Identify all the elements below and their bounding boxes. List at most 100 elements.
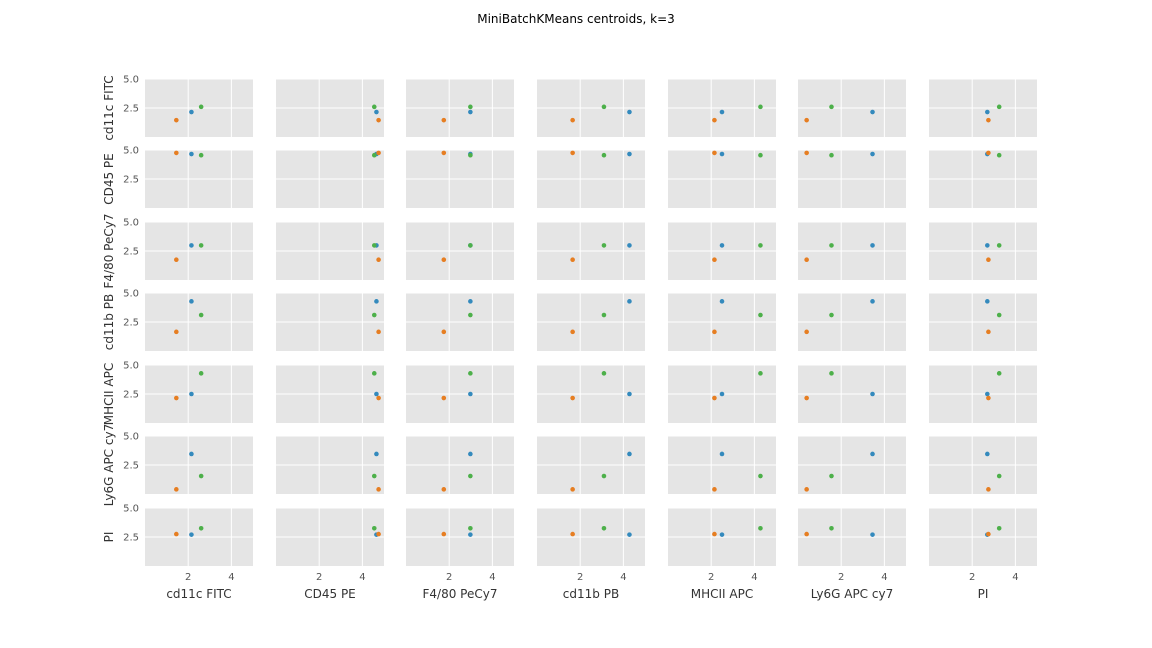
centroid-point-3 xyxy=(996,243,1002,248)
x-axis-label-cd11b-pb: cd11b PB xyxy=(563,587,619,601)
centroid-point-3 xyxy=(829,473,834,479)
panel-mhcii-apc-vs-cd11c-fitc: 2.5 5.0 xyxy=(123,361,253,423)
centroid-point-3 xyxy=(996,371,1002,376)
centroid-point-3 xyxy=(758,152,763,158)
centroid-point-1 xyxy=(189,299,194,304)
panel-cd11b-pb-vs-ly6g-apc-cy7 xyxy=(798,292,906,351)
panel-cd11c-fitc-vs-cd11c-fitc: 2.5 5.0 xyxy=(123,75,253,137)
panel-mhcii-apc-vs-mhcii-apc xyxy=(668,364,776,423)
panel-cd11b-pb-vs-cd11b-pb xyxy=(537,292,645,351)
panel-mhcii-apc-vs-ly6g-apc-cy7 xyxy=(798,364,906,423)
pair-plot-grid: 2.5 5.0 2.5 5.0 2.5 5.0 2.5 5.0 2.5 5.0 2.5 5.0 2.5 5… xyxy=(123,75,1037,583)
x-tick-label: 2 xyxy=(446,572,452,583)
centroid-point-1 xyxy=(468,299,473,304)
centroid-point-2 xyxy=(804,117,809,123)
panel-pi-vs-cd11c-fitc: 2.5 5.0 2 4 xyxy=(123,504,253,583)
centroid-point-2 xyxy=(712,395,717,401)
centroid-point-1 xyxy=(870,451,875,457)
y-axis-label-cd11b-pb: cd11b PB xyxy=(102,294,116,350)
centroid-point-1 xyxy=(719,109,725,115)
centroid-point-3 xyxy=(758,312,763,318)
centroid-point-2 xyxy=(804,329,809,335)
centroid-point-3 xyxy=(198,526,204,531)
centroid-point-2 xyxy=(712,150,717,156)
centroid-point-2 xyxy=(174,531,179,537)
x-tick-label: 4 xyxy=(489,572,495,583)
centroid-point-1 xyxy=(985,451,990,457)
y-tick-label: 5.0 xyxy=(123,146,139,157)
centroid-point-2 xyxy=(986,117,991,123)
panel-cd11c-fitc-vs-cd11b-pb xyxy=(537,78,645,137)
panel-f4-80-pecy7-vs-cd45-pe xyxy=(276,221,384,280)
panel-mhcii-apc-vs-cd45-pe xyxy=(276,364,384,423)
centroid-point-3 xyxy=(829,152,834,158)
centroid-point-2 xyxy=(804,395,809,401)
panel-cd45-pe-vs-cd45-pe xyxy=(276,149,384,208)
centroid-point-3 xyxy=(371,104,377,110)
centroid-point-3 xyxy=(468,473,473,479)
centroid-point-1 xyxy=(627,532,632,537)
chart-title: MiniBatchKMeans centroids, k=3 xyxy=(477,12,675,26)
y-tick-label: 2.5 xyxy=(123,461,139,472)
centroid-point-3 xyxy=(601,104,607,110)
centroid-point-1 xyxy=(374,109,379,115)
centroid-point-3 xyxy=(601,526,607,531)
centroid-point-3 xyxy=(468,526,473,531)
panel-cd45-pe-vs-ly6g-apc-cy7 xyxy=(798,149,906,208)
centroid-point-3 xyxy=(371,243,377,248)
centroid-point-3 xyxy=(601,243,607,248)
x-tick-label: 2 xyxy=(708,572,714,583)
panel-cd11b-pb-vs-cd45-pe xyxy=(276,292,384,351)
centroid-point-2 xyxy=(441,329,447,335)
x-axis-label-f4-80-pecy7: F4/80 PeCy7 xyxy=(423,587,498,601)
centroid-point-3 xyxy=(468,104,473,110)
y-axis-label-cd11c-fitc: cd11c FITC xyxy=(102,75,116,140)
centroid-point-3 xyxy=(758,243,763,248)
centroid-point-1 xyxy=(627,109,632,115)
y-tick-label: 5.0 xyxy=(123,289,139,300)
x-tick-label: 4 xyxy=(359,572,365,583)
panel-cd11c-fitc-vs-cd45-pe xyxy=(276,78,384,137)
centroid-point-1 xyxy=(468,391,473,397)
centroid-point-1 xyxy=(189,532,194,537)
centroid-point-3 xyxy=(829,243,834,248)
x-tick-label: 4 xyxy=(1012,572,1018,583)
centroid-point-3 xyxy=(198,371,204,376)
centroid-point-1 xyxy=(374,299,379,304)
centroid-point-3 xyxy=(996,312,1002,318)
centroid-point-2 xyxy=(712,487,717,492)
centroid-point-1 xyxy=(719,532,725,537)
y-axis-label-f4-80-pecy7: F4/80 PeCy7 xyxy=(102,214,116,289)
centroid-point-3 xyxy=(829,104,834,110)
y-tick-label: 5.0 xyxy=(123,218,139,229)
x-axis-label-cd45-pe: CD45 PE xyxy=(304,587,356,601)
centroid-point-2 xyxy=(712,117,717,123)
centroid-point-3 xyxy=(468,243,473,248)
centroid-point-1 xyxy=(189,391,194,397)
centroid-point-1 xyxy=(719,451,725,457)
centroid-point-3 xyxy=(758,526,763,531)
centroid-point-1 xyxy=(870,299,875,304)
centroid-point-3 xyxy=(371,312,377,318)
centroid-point-2 xyxy=(376,117,381,123)
panel-f4-80-pecy7-vs-cd11c-fitc: 2.5 5.0 xyxy=(123,218,253,280)
centroid-point-2 xyxy=(376,329,381,335)
panel-mhcii-apc-vs-cd11b-pb xyxy=(537,364,645,423)
centroid-point-3 xyxy=(996,526,1002,531)
x-axis-label-cd11c-fitc: cd11c FITC xyxy=(166,587,231,601)
centroid-point-2 xyxy=(570,487,575,492)
centroid-point-2 xyxy=(441,117,447,123)
centroid-point-2 xyxy=(986,395,991,401)
centroid-point-3 xyxy=(996,152,1002,158)
y-axis-label-mhcii-apc: MHCII APC xyxy=(102,363,116,425)
centroid-point-1 xyxy=(189,451,194,457)
centroid-point-2 xyxy=(376,257,381,263)
centroid-point-2 xyxy=(986,150,991,156)
centroid-point-1 xyxy=(985,391,990,397)
panel-ly6g-apc-cy7-vs-f4-80-pecy7 xyxy=(406,435,514,494)
panel-f4-80-pecy7-vs-ly6g-apc-cy7 xyxy=(798,221,906,280)
panel-mhcii-apc-vs-f4-80-pecy7 xyxy=(406,364,514,423)
centroid-point-1 xyxy=(374,451,379,457)
